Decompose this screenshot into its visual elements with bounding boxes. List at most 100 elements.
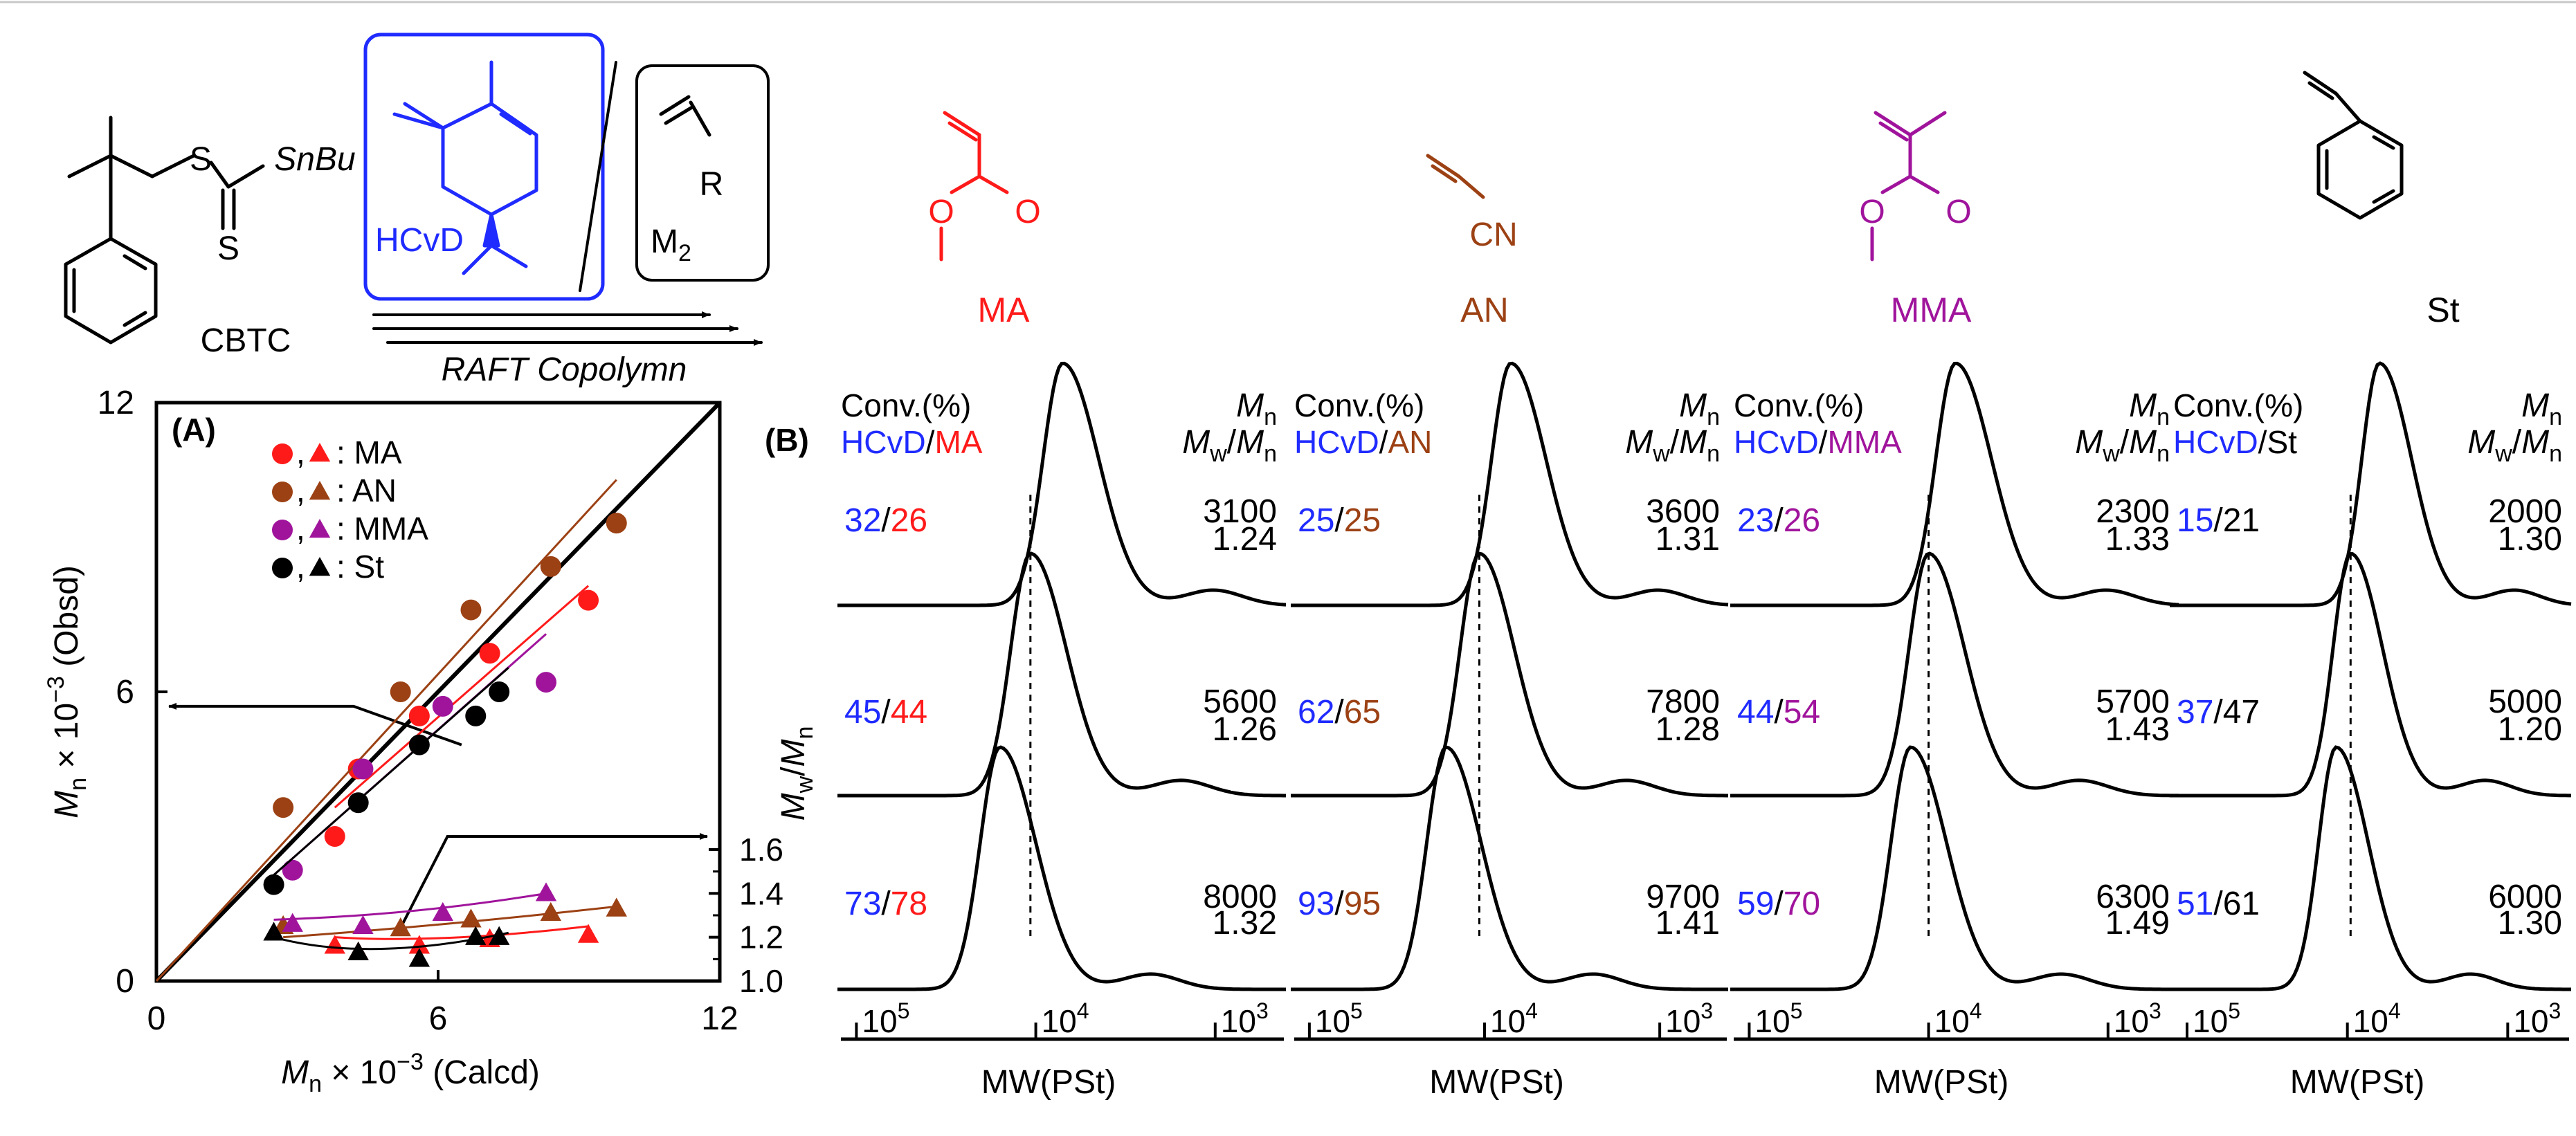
tick-exponent: 4 (1077, 998, 1089, 1023)
conv-header-hcvd: HCvD (841, 424, 926, 460)
pdi-value: 1.30 (2498, 905, 2562, 942)
symbol: M (775, 740, 812, 767)
monomer-structure-MA: OO (928, 111, 1041, 262)
tick-exponent: 5 (2228, 998, 2240, 1023)
conversion-label: 93/95 (1298, 886, 1381, 922)
conversion-slash: / (1774, 886, 1784, 922)
bond (977, 174, 1009, 194)
conv-header-monomer: St (2267, 424, 2297, 460)
right-y-tick-label: 1.0 (739, 963, 783, 999)
mn-value: 3600 (1646, 493, 1720, 530)
tick-base: 10 (2513, 1003, 2548, 1039)
mn-header: Mn (2129, 387, 2170, 430)
mn-value: 7800 (1646, 684, 1720, 720)
tick-exponent: 5 (1790, 998, 1803, 1023)
mn-value: 5600 (1203, 684, 1277, 720)
conversion-label: 23/26 (1737, 502, 1820, 539)
sec-trace-3 (1291, 745, 1728, 991)
cbtc-name: CBTC (201, 322, 291, 359)
conversion-hcvd: 93 (1298, 886, 1334, 922)
symbol: M (2075, 424, 2103, 461)
panel-label: (B) (765, 422, 809, 458)
y-axis-label-subscript: n (65, 778, 91, 791)
tick-exponent: 5 (898, 998, 910, 1023)
mn-point (263, 874, 284, 895)
m2-box (635, 64, 770, 282)
mw-mn-header: Mw/Mn (1625, 424, 1720, 467)
symbol: M (1236, 387, 1264, 424)
conversion-hcvd: 25 (1298, 502, 1334, 539)
slash: / (1227, 424, 1237, 461)
conversion-slash: / (881, 694, 891, 731)
pdi-point (465, 926, 487, 945)
conversion-slash: / (2213, 502, 2223, 539)
subscript: n (1707, 441, 1720, 467)
x-axis-label: MW(PSt) (981, 1064, 1116, 1101)
tick-exponent: 4 (1970, 998, 1982, 1023)
x-tick-label: 103 (2513, 998, 2561, 1039)
mw-mn-header: Mw/Mn (2467, 424, 2562, 467)
conv-header: Conv.(%) (841, 387, 971, 423)
fit-line-mn (155, 479, 617, 982)
conv-header: Conv.(%) (1734, 387, 1864, 423)
pdi-point (535, 882, 557, 901)
mn-value: 9700 (1646, 879, 1720, 915)
symbol: M (1182, 424, 1210, 461)
right-y-tick-label: 1.4 (739, 875, 783, 911)
sec-trace-2 (2170, 551, 2571, 798)
conversion-hcvd: 23 (1737, 502, 1774, 539)
tick-exponent: 3 (2549, 998, 2561, 1023)
conv-header-slash: / (2258, 424, 2267, 460)
x-tick-label: 104 (1042, 998, 1089, 1039)
bond (1426, 154, 1461, 178)
sec-trace-1 (837, 361, 1287, 607)
bond (1874, 111, 1912, 137)
hcvd-frame (363, 33, 605, 301)
x-tick-label: 0 (147, 1000, 166, 1037)
tick-base: 10 (2193, 1003, 2228, 1039)
conv-monomer-header: HCvD/MA (841, 424, 983, 460)
conversion-slash: / (1774, 502, 1784, 539)
mn-point (479, 643, 500, 664)
conversion-label: 44/54 (1737, 694, 1820, 731)
legend-triangle-St (309, 557, 331, 576)
tick-base: 10 (1490, 1003, 1525, 1039)
conversion-label: 51/61 (2177, 886, 2260, 922)
slash: / (1670, 424, 1680, 461)
x-tick-label: 104 (1490, 998, 1538, 1039)
bond (943, 111, 981, 137)
sec-trace-1 (2170, 361, 2572, 607)
pdi-point (263, 922, 284, 941)
y-axis-label-text: (Obsd) (48, 565, 85, 676)
bond (2303, 71, 2338, 95)
bond (1431, 164, 1458, 183)
conversion-monomer: 47 (2223, 694, 2260, 731)
bond (1908, 111, 1947, 137)
mn-value: 6000 (2488, 879, 2562, 915)
sec-trace-3 (837, 745, 1286, 991)
pdi-point (408, 948, 430, 967)
mn-point (352, 758, 374, 780)
tick-exponent: 5 (1350, 998, 1363, 1023)
mn-point (282, 859, 303, 881)
mn-point (489, 681, 510, 702)
arrow-to-right-axis (399, 833, 708, 929)
x-tick-label: 105 (862, 998, 909, 1039)
mn-point (408, 705, 430, 726)
tick-base: 10 (1315, 1003, 1350, 1039)
mw-mn-axis-label: Mw/Mn (775, 726, 818, 821)
x-axis-label-subscript: n (309, 1071, 322, 1097)
mn-value: 6300 (2096, 879, 2170, 915)
slash: / (2512, 424, 2522, 461)
subscript: w (2494, 441, 2512, 467)
slash: / (775, 767, 812, 776)
tick-base: 10 (1754, 1003, 1790, 1039)
x-tick-label: 6 (429, 1000, 448, 1037)
tick-base: 10 (1934, 1003, 1970, 1039)
conversion-label: 37/47 (2177, 694, 2260, 731)
series-AN (155, 479, 627, 982)
